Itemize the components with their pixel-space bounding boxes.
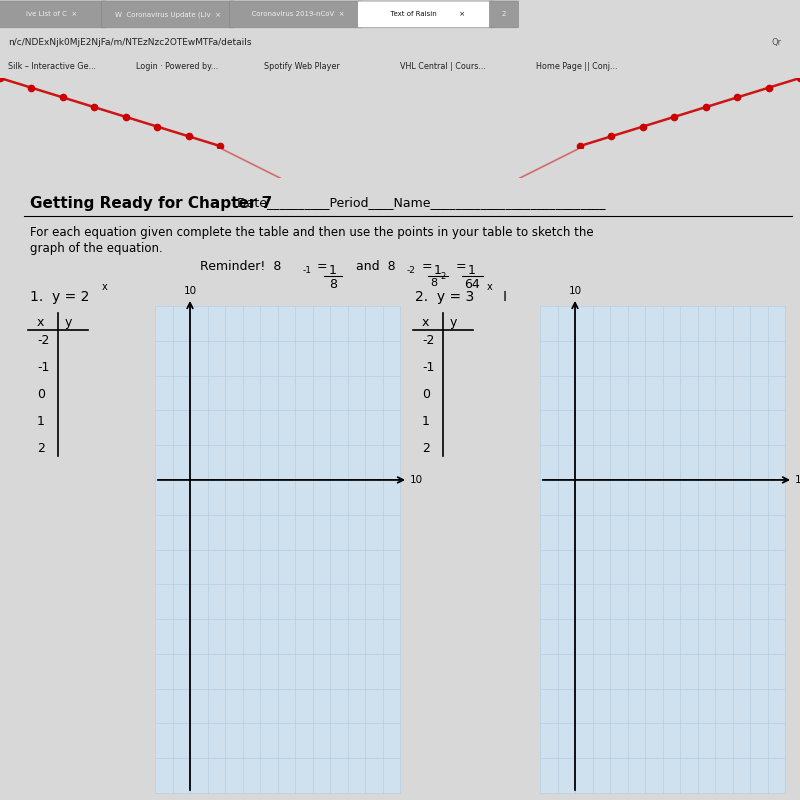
FancyBboxPatch shape — [490, 1, 518, 28]
Text: Login · Powered by...: Login · Powered by... — [136, 62, 218, 71]
Text: -1: -1 — [37, 361, 50, 374]
Text: =: = — [452, 260, 470, 273]
Text: graph of the equation.: graph of the equation. — [30, 242, 162, 255]
Text: 1: 1 — [468, 264, 476, 277]
Text: ive List of C  ×: ive List of C × — [26, 11, 78, 18]
Text: 64: 64 — [464, 278, 480, 291]
Text: 2: 2 — [440, 272, 446, 281]
Text: Coronavirus 2019-nCoV  ×: Coronavirus 2019-nCoV × — [247, 11, 345, 18]
Text: 10: 10 — [569, 286, 582, 296]
Text: and  8: and 8 — [348, 260, 396, 273]
Text: y: y — [65, 316, 72, 329]
Text: -2: -2 — [422, 334, 434, 347]
Text: 1: 1 — [434, 264, 442, 277]
Text: For each equation given complete the table and then use the points in your table: For each equation given complete the tab… — [30, 226, 594, 239]
Text: Spotify Web Player: Spotify Web Player — [264, 62, 340, 71]
Text: I: I — [503, 290, 507, 304]
Text: -1: -1 — [303, 266, 312, 275]
Bar — [540, 306, 785, 793]
FancyBboxPatch shape — [358, 1, 494, 28]
Bar — [155, 306, 400, 793]
Text: =: = — [313, 260, 332, 273]
Text: 2: 2 — [37, 442, 45, 455]
Text: W  Coronavirus Update (Liv  ×: W Coronavirus Update (Liv × — [115, 11, 221, 18]
Text: 1: 1 — [37, 415, 45, 428]
Text: Reminder!  8: Reminder! 8 — [200, 260, 282, 273]
Text: Home Page || Conj...: Home Page || Conj... — [536, 62, 618, 71]
Text: =: = — [418, 260, 437, 273]
Text: 10: 10 — [795, 475, 800, 485]
FancyBboxPatch shape — [230, 1, 362, 28]
Text: 0: 0 — [37, 388, 45, 401]
Text: x: x — [487, 282, 493, 292]
FancyBboxPatch shape — [102, 1, 234, 28]
FancyBboxPatch shape — [0, 1, 106, 28]
Text: 8: 8 — [329, 278, 337, 291]
Text: y: y — [450, 316, 458, 329]
Text: 1: 1 — [329, 264, 337, 277]
Text: 10: 10 — [183, 286, 197, 296]
Text: x: x — [102, 282, 108, 292]
Text: -2: -2 — [37, 334, 50, 347]
Text: 1.  y = 2: 1. y = 2 — [30, 290, 90, 304]
Text: 8: 8 — [430, 278, 437, 288]
Text: Getting Ready for Chapter 7: Getting Ready for Chapter 7 — [30, 196, 272, 211]
Text: Date__________Period____Name____________________________: Date__________Period____Name____________… — [225, 196, 606, 209]
Text: Text of Raisin          ×: Text of Raisin × — [386, 11, 466, 18]
Text: VHL Central | Cours...: VHL Central | Cours... — [400, 62, 486, 71]
Text: Silk – Interactive Ge...: Silk – Interactive Ge... — [8, 62, 96, 71]
Text: n/c/NDExNjk0MjE2NjFa/m/NTEzNzc2OTEwMTFa/details: n/c/NDExNjk0MjE2NjFa/m/NTEzNzc2OTEwMTFa/… — [8, 38, 251, 47]
Text: Qr: Qr — [772, 38, 782, 47]
Text: -2: -2 — [407, 266, 416, 275]
Text: x: x — [422, 316, 430, 329]
Text: 2: 2 — [502, 11, 506, 18]
Text: -1: -1 — [422, 361, 434, 374]
Text: 1: 1 — [422, 415, 430, 428]
Text: 2.  y = 3: 2. y = 3 — [415, 290, 474, 304]
Text: x: x — [37, 316, 44, 329]
Text: 0: 0 — [422, 388, 430, 401]
Text: 2: 2 — [422, 442, 430, 455]
Text: 10: 10 — [410, 475, 423, 485]
